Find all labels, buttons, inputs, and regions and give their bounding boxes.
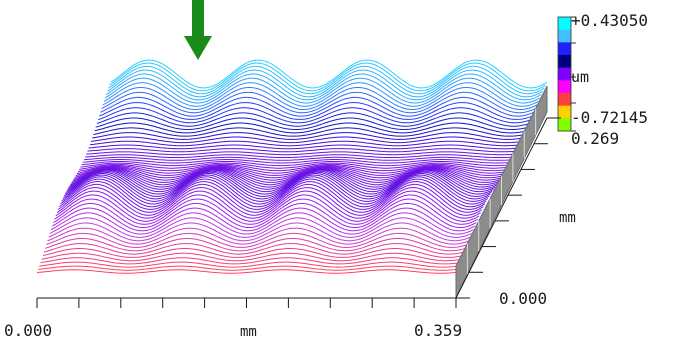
surface-trace xyxy=(76,165,506,176)
colorbar-segment xyxy=(558,80,571,94)
surface-trace xyxy=(106,73,542,101)
x-axis xyxy=(36,297,457,308)
surface-trace xyxy=(104,77,541,104)
colorbar-segment xyxy=(558,17,571,31)
colorbar-segment xyxy=(558,105,571,119)
surface-trace xyxy=(60,181,486,210)
surface-trace xyxy=(81,161,511,167)
surface-trace xyxy=(57,187,483,216)
surface-trace xyxy=(89,140,522,147)
surface-trace xyxy=(56,190,481,219)
surface-trace xyxy=(82,159,513,164)
surface-trace xyxy=(64,173,491,200)
surface-trace xyxy=(96,112,530,127)
unit-label: um xyxy=(571,68,589,86)
surface-trace xyxy=(53,203,477,228)
surface-trace xyxy=(108,65,545,95)
surface-trace xyxy=(109,62,546,92)
surface-trace xyxy=(49,217,473,238)
y-axis-ticks xyxy=(456,117,561,299)
surface-trace xyxy=(66,171,493,197)
surface-trace xyxy=(46,232,468,248)
colorbar-segment xyxy=(558,29,571,43)
surface-trace xyxy=(103,82,539,107)
surface-trace xyxy=(42,248,464,258)
surface-trace xyxy=(43,243,465,255)
surface-trace xyxy=(39,261,459,268)
x-axis-label: mm xyxy=(240,324,257,340)
surface-trace xyxy=(101,91,536,114)
z-max-label: +0.43050 xyxy=(571,11,648,30)
surface-trace xyxy=(63,174,490,202)
surface-trace xyxy=(83,156,514,161)
surface-trace xyxy=(78,165,507,174)
surface-trace xyxy=(75,166,504,179)
surface-trace xyxy=(45,238,467,252)
surface-trace xyxy=(88,144,520,150)
colorbar-frame xyxy=(557,16,572,132)
surface-trace xyxy=(70,168,499,188)
surface-trace xyxy=(62,176,489,205)
surface-trace xyxy=(79,163,509,172)
surface-trace xyxy=(54,198,478,225)
color-scale-bar xyxy=(557,16,576,132)
surface-trace xyxy=(94,122,527,134)
surface-trace-lines xyxy=(36,59,548,274)
surface-trace xyxy=(80,162,510,169)
surface-trace xyxy=(36,269,457,274)
surface-trace xyxy=(100,96,535,117)
surface-trace xyxy=(52,207,476,232)
surface-trace xyxy=(95,117,529,130)
surface-trace xyxy=(69,169,497,190)
surface-trace xyxy=(97,107,532,124)
x-axis-ticks xyxy=(36,298,457,308)
y-axis xyxy=(455,117,561,299)
surface-trace xyxy=(48,222,471,242)
colorbar-segment xyxy=(558,55,571,69)
y-axis-label: mm xyxy=(559,210,576,226)
surface-trace xyxy=(68,169,496,193)
colorbar-segment xyxy=(558,42,571,56)
z-min-label: -0.72145 xyxy=(571,108,648,127)
colorbar-segment xyxy=(558,67,571,81)
surface-trace xyxy=(107,69,543,98)
surface-trace xyxy=(47,227,470,245)
x-max-label: 0.359 xyxy=(414,321,462,340)
surface-trace xyxy=(102,87,538,110)
surface-trace xyxy=(50,212,474,235)
surface-trace xyxy=(41,252,462,262)
surface-trace xyxy=(61,178,487,208)
y-min-label: 0.000 xyxy=(499,289,547,308)
side-wall-stripes xyxy=(466,108,537,275)
surface-trace xyxy=(59,183,484,213)
colorbar-segment xyxy=(558,93,571,107)
surface-trace xyxy=(85,154,516,158)
surface-trace xyxy=(110,59,548,89)
y-max-label: 0.269 xyxy=(571,129,619,148)
surface-trace xyxy=(93,127,526,137)
surface-trace xyxy=(87,148,519,153)
surface-trace xyxy=(38,265,458,271)
surface-trace xyxy=(67,170,494,195)
colorbar-segment xyxy=(558,118,571,132)
surface-trace xyxy=(86,151,517,156)
surface-trace xyxy=(40,257,461,265)
x-min-label: 0.000 xyxy=(4,321,52,340)
surface-trace xyxy=(55,194,480,222)
surface-trace xyxy=(92,132,524,140)
surface-trace xyxy=(99,102,533,120)
marker-arrow xyxy=(184,0,212,60)
surface-trace xyxy=(90,136,523,144)
